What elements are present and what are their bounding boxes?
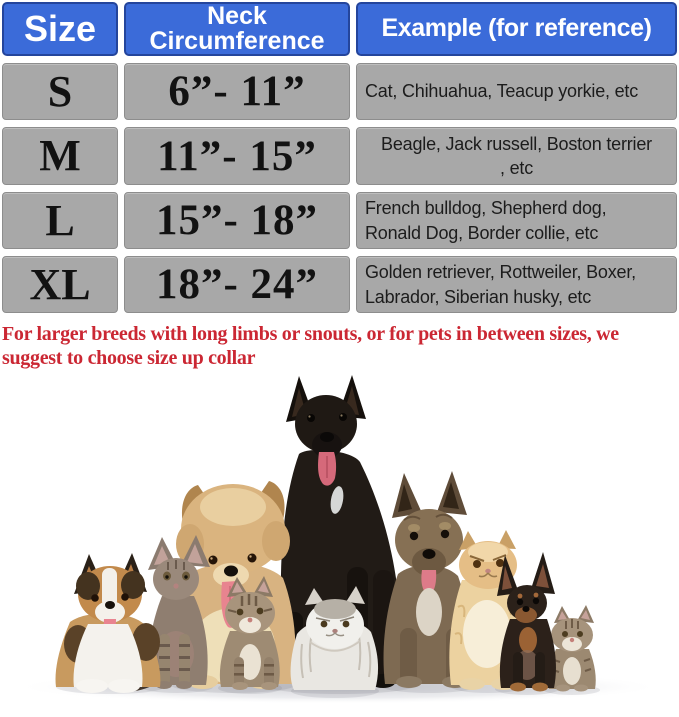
row-m-circumference: 11”- 15” xyxy=(157,132,317,180)
pets-group-photo xyxy=(13,375,663,704)
row-s-size-cell: S xyxy=(2,63,118,120)
row-s-circumference-cell: 6”- 11” xyxy=(124,63,350,120)
row-s-example-line-1: Cat, Chihuahua, Teacup yorkie, etc xyxy=(365,81,639,102)
row-xl-example-line-1: Golden retriever, Rottweiler, Boxer, xyxy=(365,262,636,283)
row-m-example-line-1: Beagle, Jack russell, Boston terrier xyxy=(381,133,652,154)
row-m-example-cell: Beagle, Jack russell, Boston terrier , e… xyxy=(356,127,677,185)
row-l-circumference-cell: 15”- 18” xyxy=(124,192,350,249)
row-s-circumference: 6”- 11” xyxy=(168,68,306,115)
row-l-size-cell: L xyxy=(2,192,118,249)
header-example-label: Example (for reference) xyxy=(381,14,652,43)
header-neck-circumference-label: Neck Circumference xyxy=(149,1,325,55)
row-xl-size: XL xyxy=(29,259,91,309)
row-m-size: M xyxy=(39,131,81,180)
header-size-label: Size xyxy=(23,7,97,49)
row-m-circumference-cell: 11”- 15” xyxy=(124,127,350,185)
row-xl-example-line-2: Labrador, Siberian husky, etc xyxy=(365,286,592,307)
devon-rex-cat xyxy=(112,535,210,692)
sizing-note-line-2: suggest to choose size up collar xyxy=(2,347,256,369)
header-size: Size xyxy=(2,2,118,56)
small-tabby-kitten xyxy=(548,605,596,692)
row-s-size: S xyxy=(47,66,73,116)
row-m-example-line-2: , etc xyxy=(499,158,533,178)
white-persian-cat xyxy=(290,586,379,690)
row-m-size-cell: M xyxy=(2,127,118,185)
tabby-kitten xyxy=(219,576,280,690)
header-example: Example (for reference) xyxy=(356,2,677,56)
row-l-example-cell: French bulldog, Shepherd dog, Ronald Dog… xyxy=(356,192,677,249)
sizing-note-line-1: For larger breeds with long limbs or sno… xyxy=(2,323,619,345)
header-neck-circumference: Neck Circumference xyxy=(124,2,350,56)
row-l-size: L xyxy=(45,195,75,245)
row-xl-size-cell: XL xyxy=(2,256,118,313)
miniature-pinscher xyxy=(497,552,556,692)
row-l-example-line-2: Ronald Dog, Border collie, etc xyxy=(365,222,599,243)
row-l-example-line-1: French bulldog, Shepherd dog, xyxy=(365,198,607,219)
corgi-puppy xyxy=(55,553,161,693)
row-xl-example-cell: Golden retriever, Rottweiler, Boxer, Lab… xyxy=(356,256,677,313)
size-chart-table: Size Neck Circumference Example (for ref… xyxy=(0,0,679,313)
row-xl-circumference: 18”- 24” xyxy=(155,261,319,308)
sizing-note: For larger breeds with long limbs or sno… xyxy=(0,313,679,370)
row-s-example-cell: Cat, Chihuahua, Teacup yorkie, etc xyxy=(356,63,677,120)
row-xl-circumference-cell: 18”- 24” xyxy=(124,256,350,313)
row-l-circumference: 15”- 18” xyxy=(155,197,319,244)
